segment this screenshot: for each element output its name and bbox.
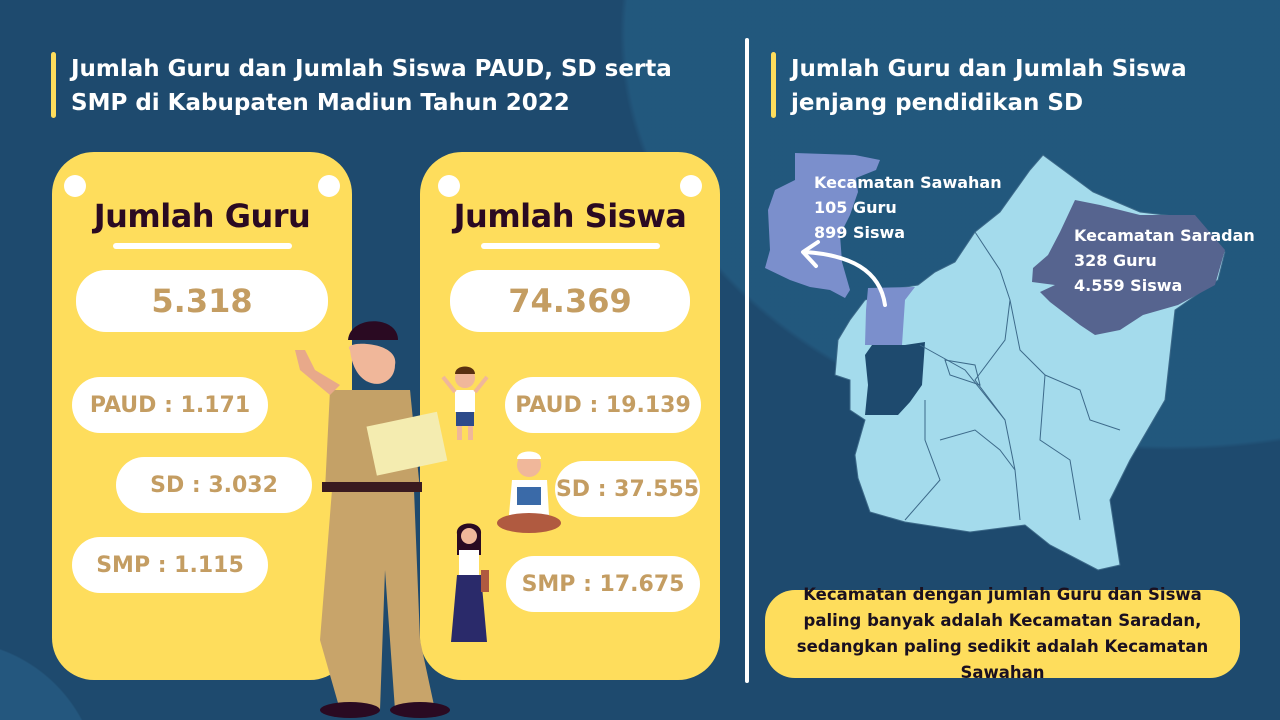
saradan-guru: 328 Guru xyxy=(1074,251,1157,270)
right-title: Jumlah Guru dan Jumlah Siswa jenjang pen… xyxy=(791,52,1187,120)
siswa-sd: SD : 37.555 xyxy=(555,461,700,517)
saradan-name: Kecamatan Saradan xyxy=(1074,226,1255,245)
summary-note: Kecamatan dengan jumlah Guru dan Siswa p… xyxy=(765,585,1240,682)
student-girl-illustration xyxy=(451,523,489,642)
sawahan-name: Kecamatan Sawahan xyxy=(814,173,1002,192)
left-title-line2: SMP di Kabupaten Madiun Tahun 2022 xyxy=(71,90,570,116)
heading-underline xyxy=(481,243,660,249)
card-hole xyxy=(438,175,460,197)
card-hole xyxy=(318,175,340,197)
madiun-map xyxy=(765,153,1226,571)
sawahan-guru: 105 Guru xyxy=(814,198,897,217)
right-title-line1: Jumlah Guru dan Jumlah Siswa xyxy=(791,56,1187,82)
vertical-divider xyxy=(745,38,749,683)
saradan-label: Kecamatan Saradan 328 Guru 4.559 Siswa xyxy=(1074,223,1255,298)
title-accent-bar xyxy=(771,52,776,118)
map-gap xyxy=(865,342,925,415)
map-region-sawahan xyxy=(765,153,880,298)
student-boy-illustration xyxy=(441,366,489,440)
siswa-smp: SMP : 17.675 xyxy=(506,556,700,612)
sawahan-siswa: 899 Siswa xyxy=(814,223,906,242)
siswa-total: 74.369 xyxy=(450,270,690,332)
map-region-saradan xyxy=(1032,200,1225,335)
card-hole xyxy=(680,175,702,197)
student-reading-illustration xyxy=(497,451,561,533)
guru-sd: SD : 3.032 xyxy=(116,457,312,513)
guru-heading: Jumlah Guru xyxy=(93,197,311,235)
siswa-heading: Jumlah Siswa xyxy=(453,197,687,235)
guru-total: 5.318 xyxy=(76,270,328,332)
guru-card: Jumlah Guru 5.318 PAUD : 1.171 SD : 3.03… xyxy=(52,152,352,680)
siswa-paud: PAUD : 19.139 xyxy=(505,377,701,433)
left-title: Jumlah Guru dan Jumlah Siswa PAUD, SD se… xyxy=(71,52,672,120)
teacher-illustration xyxy=(295,321,450,718)
sawahan-label: Kecamatan Sawahan 105 Guru 899 Siswa xyxy=(814,170,1002,245)
heading-underline xyxy=(113,243,292,249)
arrow-icon xyxy=(803,250,887,307)
guru-paud: PAUD : 1.171 xyxy=(72,377,268,433)
card-hole xyxy=(64,175,86,197)
arrowhead-icon xyxy=(801,240,820,268)
title-accent-bar xyxy=(51,52,56,118)
left-title-line1: Jumlah Guru dan Jumlah Siswa PAUD, SD se… xyxy=(71,56,672,82)
map-region-sawahan-part xyxy=(865,287,915,345)
guru-smp: SMP : 1.115 xyxy=(72,537,268,593)
right-title-line2: jenjang pendidikan SD xyxy=(791,90,1084,116)
saradan-siswa: 4.559 Siswa xyxy=(1074,276,1183,295)
